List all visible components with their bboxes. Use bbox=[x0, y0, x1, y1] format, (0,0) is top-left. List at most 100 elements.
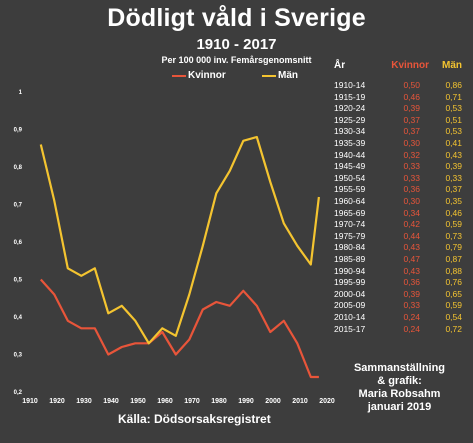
table-cell-kvinnor: 0,50 bbox=[403, 80, 420, 90]
table-cell-year: 1995-99 bbox=[334, 277, 366, 288]
x-tick-label: 2020 bbox=[319, 398, 335, 405]
x-tick-label: 1950 bbox=[130, 398, 146, 405]
table-row: 1985-89 0,47 0,87 bbox=[334, 253, 473, 265]
credit-line: januari 2019 bbox=[367, 401, 432, 413]
table-row: 1930-34 0,37 0,53 bbox=[334, 125, 473, 137]
table-header-year: År bbox=[334, 60, 346, 71]
table-cell-man: 0,41 bbox=[445, 138, 462, 148]
table-cell-kvinnor: 0,30 bbox=[403, 138, 420, 148]
table-row: 2000-04 0,39 0,65 bbox=[334, 288, 473, 300]
table-row: 1970-74 0,42 0,59 bbox=[334, 218, 473, 230]
table-cell-year: 1940-44 bbox=[334, 149, 366, 160]
table-cell-kvinnor: 0,24 bbox=[403, 312, 420, 322]
table-row: 1995-99 0,36 0,76 bbox=[334, 276, 473, 288]
table-row: 1915-19 0,46 0,71 bbox=[334, 91, 473, 103]
table-header-man: Män bbox=[442, 60, 462, 71]
table-cell-year: 2010-14 bbox=[334, 312, 366, 322]
table-cell-year: 1950-54 bbox=[334, 172, 366, 183]
x-tick-label: 1990 bbox=[238, 398, 254, 405]
x-tick-label: 2000 bbox=[265, 398, 281, 405]
table-cell-kvinnor: 0,46 bbox=[403, 91, 420, 102]
table-cell-man: 0,37 bbox=[445, 184, 462, 195]
table-cell-kvinnor: 0,37 bbox=[403, 126, 420, 137]
x-tick-label: 1980 bbox=[211, 398, 227, 405]
table-row: 2015-17 0,24 0,72 bbox=[334, 323, 473, 335]
table-cell-year: 1930-34 bbox=[334, 126, 366, 137]
table-cell-kvinnor: 0,43 bbox=[403, 242, 420, 253]
x-tick-label: 1940 bbox=[103, 398, 119, 405]
table-cell-kvinnor: 0,43 bbox=[403, 265, 420, 276]
table-cell-man: 0,33 bbox=[445, 172, 462, 183]
table-row: 1965-69 0,34 0,46 bbox=[334, 207, 473, 219]
table-row: 1960-64 0,30 0,35 bbox=[334, 195, 473, 207]
table-cell-year: 1920-24 bbox=[334, 103, 366, 114]
table-cell-man: 0,65 bbox=[445, 288, 462, 299]
table-cell-kvinnor: 0,33 bbox=[403, 161, 420, 172]
table-cell-year: 1970-74 bbox=[334, 219, 366, 230]
table-cell-year: 1910-14 bbox=[334, 80, 366, 90]
credit-block: Sammanställning & grafik: Maria Robsahm … bbox=[326, 362, 473, 414]
table-cell-man: 0,53 bbox=[445, 126, 462, 137]
table-cell-year: 1955-59 bbox=[334, 184, 366, 195]
source-label: Källa: Dödsorsaksregistret bbox=[118, 412, 271, 426]
table-cell-kvinnor: 0,47 bbox=[403, 254, 420, 264]
legend: Kvinnor Män bbox=[168, 68, 338, 84]
table-cell-year: 1915-19 bbox=[334, 91, 366, 102]
table-cell-year: 1990-94 bbox=[334, 265, 366, 276]
table-cell-kvinnor: 0,36 bbox=[403, 184, 420, 195]
table-row: 1935-39 0,30 0,41 bbox=[334, 137, 473, 149]
table-row: 1920-24 0,39 0,53 bbox=[334, 102, 473, 114]
table-cell-man: 0,35 bbox=[445, 196, 462, 206]
table-cell-man: 0,59 bbox=[445, 300, 462, 311]
table-cell-year: 2000-04 bbox=[334, 288, 366, 299]
table-cell-man: 0,86 bbox=[445, 80, 462, 90]
table-cell-year: 1925-29 bbox=[334, 114, 366, 125]
series-line-kvinnor bbox=[39, 278, 319, 379]
table-cell-man: 0,72 bbox=[445, 323, 462, 334]
table-row: 1975-79 0,44 0,73 bbox=[334, 230, 473, 242]
table-row: 1925-29 0,37 0,51 bbox=[334, 114, 473, 126]
table-row: 1940-44 0,32 0,43 bbox=[334, 149, 473, 161]
y-tick-label: 0,3 bbox=[14, 353, 23, 359]
y-tick-label: 0,4 bbox=[14, 315, 23, 321]
credit-line: & grafik: bbox=[377, 375, 422, 387]
table-header-kvinnor: Kvinnor bbox=[391, 60, 429, 71]
table-row: 2010-14 0,24 0,54 bbox=[334, 311, 473, 323]
table-cell-kvinnor: 0,32 bbox=[403, 149, 420, 160]
line-chart: 0,2 0,3 0,4 0,5 0,6 0,7 0,8 0,9 1 1910 1920 1930 194… bbox=[14, 90, 335, 405]
table-cell-man: 0,76 bbox=[445, 277, 462, 288]
table-row: 1955-59 0,36 0,37 bbox=[334, 183, 473, 195]
table-cell-kvinnor: 0,44 bbox=[403, 230, 420, 241]
table-cell-man: 0,87 bbox=[445, 254, 462, 264]
legend-label-man: Män bbox=[278, 70, 298, 81]
table-cell-year: 2015-17 bbox=[334, 323, 366, 334]
x-tick-label: 1960 bbox=[157, 398, 173, 405]
credit-line: Sammanställning bbox=[353, 362, 446, 374]
y-tick-label: 0,6 bbox=[14, 240, 23, 246]
table-cell-man: 0,43 bbox=[445, 149, 462, 160]
legend-label-kvinnor: Kvinnor bbox=[188, 70, 226, 81]
table-cell-year: 2005-09 bbox=[334, 300, 366, 311]
table-cell-year: 1980-84 bbox=[334, 242, 366, 253]
table-cell-man: 0,54 bbox=[445, 312, 462, 322]
y-tick-label: 0,7 bbox=[14, 203, 23, 209]
legend-swatch-man bbox=[262, 75, 276, 77]
chart-subtitle: 1910 - 2017 bbox=[196, 36, 277, 53]
x-tick-label: 1920 bbox=[49, 398, 65, 405]
y-tick-label: 0,8 bbox=[14, 165, 23, 171]
table-cell-kvinnor: 0,39 bbox=[403, 103, 420, 114]
legend-swatch-kvinnor bbox=[172, 75, 186, 77]
table-cell-year: 1965-69 bbox=[334, 207, 366, 218]
table-cell-man: 0,73 bbox=[445, 230, 462, 241]
chart-title: Dödligt våld i Sverige bbox=[107, 4, 366, 32]
table-row: 1990-94 0,43 0,88 bbox=[334, 265, 473, 277]
table-cell-year: 1985-89 bbox=[334, 254, 366, 264]
table-cell-kvinnor: 0,34 bbox=[403, 207, 420, 218]
table-cell-kvinnor: 0,37 bbox=[403, 114, 420, 125]
series-line-man bbox=[39, 135, 320, 345]
table-cell-year: 1975-79 bbox=[334, 230, 366, 241]
x-tick-label: 2010 bbox=[292, 398, 308, 405]
y-tick-label: 0,9 bbox=[14, 128, 23, 134]
table-cell-man: 0,53 bbox=[445, 103, 462, 114]
y-tick-label: 1 bbox=[19, 90, 23, 96]
